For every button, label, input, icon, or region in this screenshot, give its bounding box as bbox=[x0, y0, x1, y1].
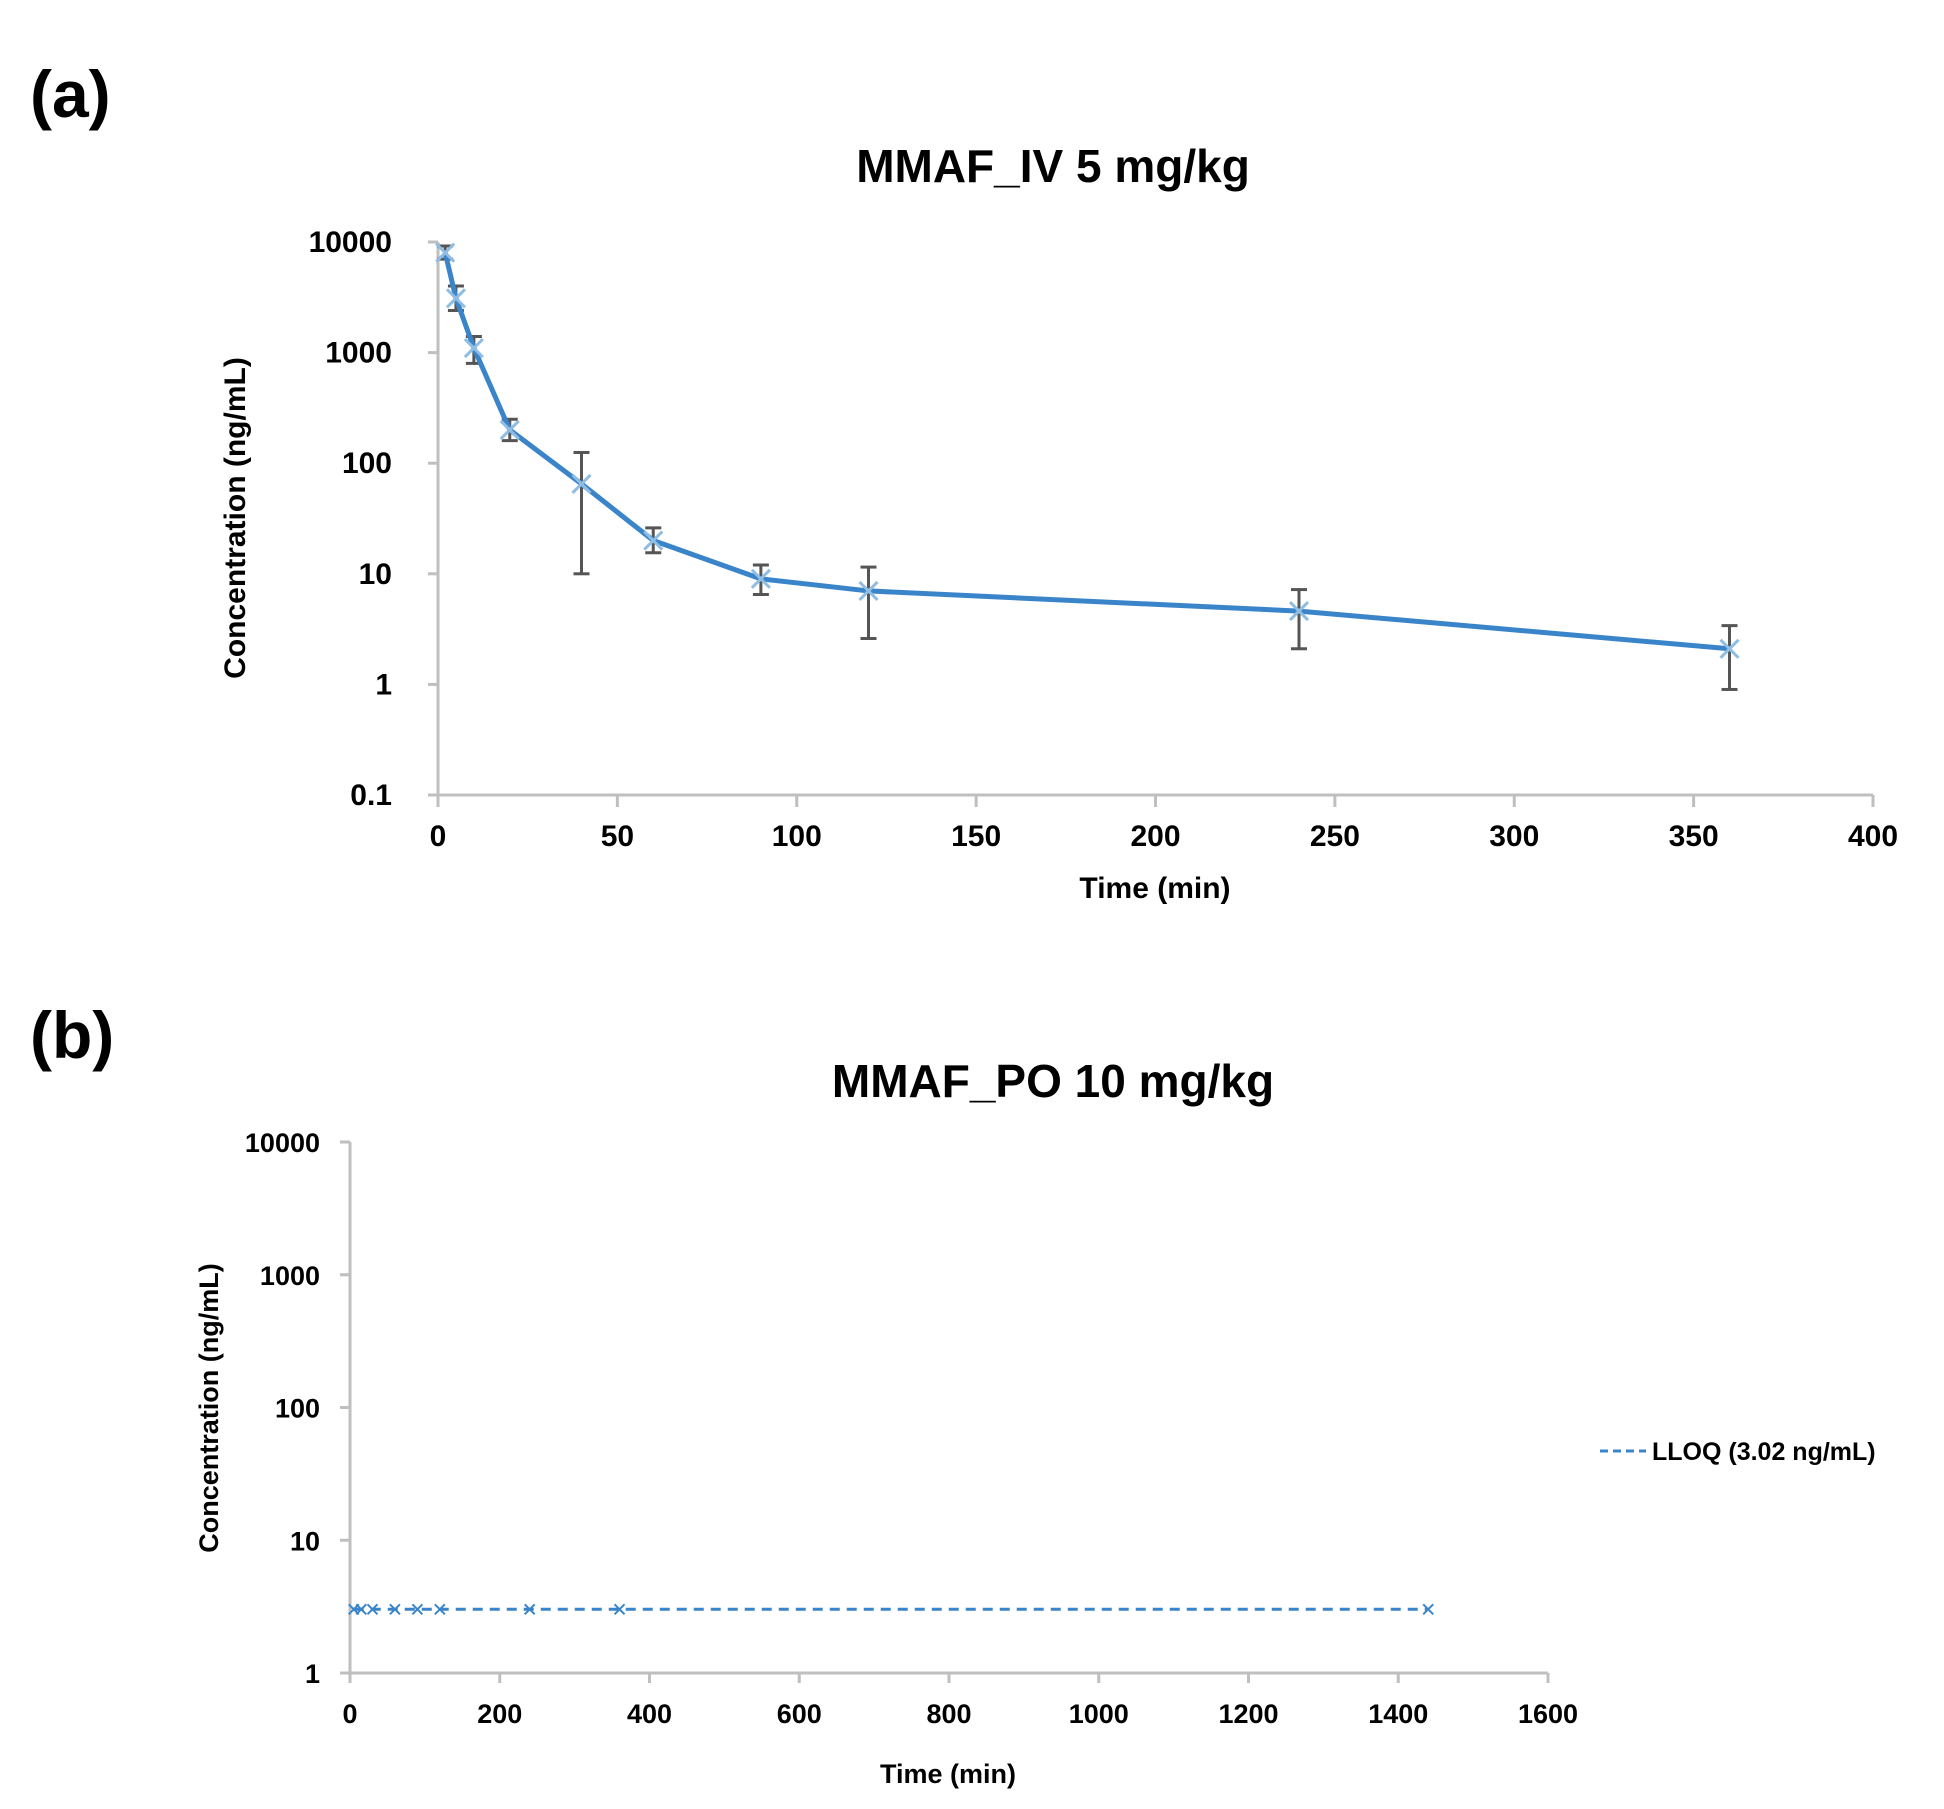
y-ticks-a: 10000 1000 100 10 1 0.1 bbox=[309, 226, 438, 812]
data-point-b bbox=[366, 1603, 379, 1615]
x-tick-label-a: 100 bbox=[772, 820, 822, 853]
y-tick-label-a: 1000 bbox=[325, 337, 392, 370]
chart-b: (b) MMAF_PO 10 mg/kg 0 200 400 600 800 1000 12… bbox=[30, 998, 1876, 1789]
x-tick-label-a: 0 bbox=[430, 820, 447, 853]
legend-b: LLOQ (3.02 ng/mL) bbox=[1600, 1438, 1876, 1466]
data-point-b bbox=[1422, 1603, 1434, 1615]
error-bar-a bbox=[1721, 624, 1738, 691]
data-point-a bbox=[1719, 638, 1740, 659]
error-bars-a bbox=[437, 244, 1738, 691]
series-line-mmaf-iv bbox=[442, 252, 1730, 652]
y-tick-label-a: 0.1 bbox=[350, 779, 392, 812]
markers-b bbox=[348, 1603, 1434, 1615]
data-point-b bbox=[355, 1603, 367, 1615]
data-point-a bbox=[435, 242, 456, 263]
markers-a bbox=[435, 242, 1740, 659]
data-point-b bbox=[434, 1603, 446, 1615]
data-point-a bbox=[1288, 601, 1310, 622]
x-axis-title-a: Time (min) bbox=[1079, 872, 1230, 905]
x-tick-label-a: 250 bbox=[1310, 820, 1360, 853]
y-tick-label-b: 10000 bbox=[245, 1128, 320, 1158]
x-axis-title-b: Time (min) bbox=[880, 1759, 1016, 1789]
data-point-a bbox=[499, 419, 520, 440]
legend-label-lloq: LLOQ (3.02 ng/mL) bbox=[1652, 1438, 1876, 1466]
x-tick-label-b: 0 bbox=[342, 1699, 357, 1729]
x-tick-label-a: 50 bbox=[601, 820, 634, 853]
data-point-a bbox=[643, 530, 664, 551]
x-ticks-b: 0 200 400 600 800 1000 1200 1400 1600 bbox=[342, 1673, 1578, 1729]
error-bar-a bbox=[573, 450, 590, 576]
data-point-a bbox=[445, 288, 466, 309]
y-tick-label-b: 100 bbox=[275, 1394, 320, 1424]
data-point-a bbox=[858, 580, 879, 601]
y-axis-title-b: Concentration (ng/mL) bbox=[194, 1263, 224, 1552]
x-tick-label-a: 150 bbox=[951, 820, 1001, 853]
y-axis-title-a: Concentration (ng/mL) bbox=[219, 357, 252, 679]
panel-label-a: (a) bbox=[30, 57, 111, 131]
x-tick-label-b: 1200 bbox=[1218, 1699, 1278, 1729]
data-point-b bbox=[411, 1603, 424, 1615]
error-bar-a bbox=[860, 565, 877, 641]
data-point-b bbox=[523, 1603, 536, 1615]
chart-title-a: MMAF_IV 5 mg/kg bbox=[856, 140, 1250, 192]
x-tick-label-b: 200 bbox=[477, 1699, 522, 1729]
x-tick-label-b: 1400 bbox=[1368, 1699, 1428, 1729]
data-point-b bbox=[389, 1603, 401, 1615]
data-point-a bbox=[463, 337, 484, 359]
error-bar-a bbox=[1291, 588, 1307, 651]
x-ticks-a: 0 50 100 150 200 250 300 350 400 bbox=[430, 795, 1898, 853]
y-tick-label-b: 1000 bbox=[260, 1261, 320, 1291]
y-tick-label-a: 100 bbox=[342, 447, 392, 480]
y-tick-label-b: 10 bbox=[290, 1526, 320, 1556]
data-point-b bbox=[613, 1603, 626, 1615]
y-ticks-b: 10000 1000 100 10 1 bbox=[245, 1128, 350, 1689]
x-tick-label-b: 1000 bbox=[1069, 1699, 1129, 1729]
panel-label-b: (b) bbox=[30, 998, 114, 1072]
data-point-a bbox=[571, 473, 592, 494]
x-tick-label-b: 600 bbox=[777, 1699, 822, 1729]
y-tick-label-b: 1 bbox=[305, 1659, 320, 1689]
x-tick-label-a: 350 bbox=[1669, 820, 1719, 853]
x-tick-label-b: 800 bbox=[926, 1699, 971, 1729]
y-tick-label-a: 1 bbox=[375, 668, 392, 701]
x-tick-label-a: 300 bbox=[1489, 820, 1539, 853]
x-tick-label-b: 1600 bbox=[1518, 1699, 1578, 1729]
chart-a: (a) MMAF_IV 5 mg/kg 0 50 100 150 200 250 300 35… bbox=[30, 57, 1898, 905]
y-tick-label-a: 10 bbox=[359, 558, 392, 591]
x-tick-label-b: 400 bbox=[627, 1699, 672, 1729]
x-tick-label-a: 400 bbox=[1848, 820, 1898, 853]
x-tick-label-a: 200 bbox=[1130, 820, 1180, 853]
y-tick-label-a: 10000 bbox=[309, 226, 392, 259]
data-point-a bbox=[750, 568, 771, 589]
chart-title-b: MMAF_PO 10 mg/kg bbox=[832, 1055, 1274, 1107]
